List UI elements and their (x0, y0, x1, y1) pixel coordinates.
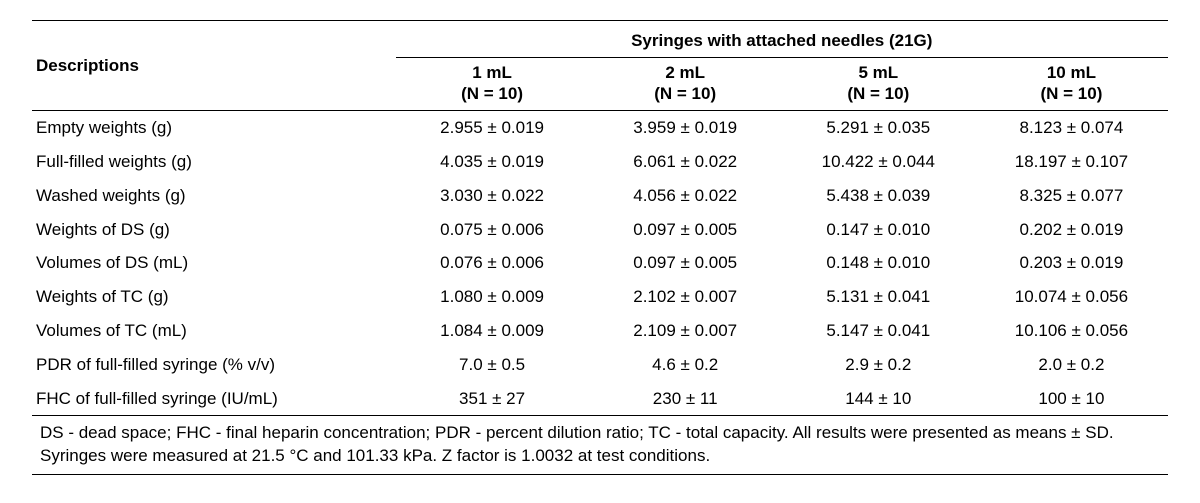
footnote: DS - dead space; FHC - final heparin con… (32, 416, 1168, 475)
value-cell: 2.102 ± 0.007 (589, 280, 782, 314)
value-cell: 5.291 ± 0.035 (782, 111, 975, 145)
syringe-table: Descriptions Syringes with attached need… (32, 20, 1168, 475)
descriptions-header: Descriptions (32, 21, 396, 111)
value-cell: 0.148 ± 0.010 (782, 246, 975, 280)
value-cell: 5.147 ± 0.041 (782, 314, 975, 348)
col-header-10ml: 10 mL (N = 10) (975, 57, 1168, 111)
value-cell: 0.097 ± 0.005 (589, 213, 782, 247)
table-row: Weights of TC (g)1.080 ± 0.0092.102 ± 0.… (32, 280, 1168, 314)
col-n: (N = 10) (1040, 84, 1102, 103)
row-description: Empty weights (g) (32, 111, 396, 145)
value-cell: 10.422 ± 0.044 (782, 145, 975, 179)
value-cell: 3.030 ± 0.022 (396, 179, 589, 213)
col-header-1ml: 1 mL (N = 10) (396, 57, 589, 111)
value-cell: 8.123 ± 0.074 (975, 111, 1168, 145)
value-cell: 3.959 ± 0.019 (589, 111, 782, 145)
row-description: Full-filled weights (g) (32, 145, 396, 179)
value-cell: 2.9 ± 0.2 (782, 348, 975, 382)
table-row: Full-filled weights (g)4.035 ± 0.0196.06… (32, 145, 1168, 179)
value-cell: 144 ± 10 (782, 382, 975, 416)
row-description: FHC of full-filled syringe (IU/mL) (32, 382, 396, 416)
value-cell: 0.147 ± 0.010 (782, 213, 975, 247)
value-cell: 0.097 ± 0.005 (589, 246, 782, 280)
table-header: Descriptions Syringes with attached need… (32, 21, 1168, 111)
table-row: Washed weights (g)3.030 ± 0.0224.056 ± 0… (32, 179, 1168, 213)
row-description: Weights of TC (g) (32, 280, 396, 314)
value-cell: 4.6 ± 0.2 (589, 348, 782, 382)
value-cell: 2.109 ± 0.007 (589, 314, 782, 348)
value-cell: 0.075 ± 0.006 (396, 213, 589, 247)
value-cell: 2.0 ± 0.2 (975, 348, 1168, 382)
value-cell: 5.131 ± 0.041 (782, 280, 975, 314)
value-cell: 18.197 ± 0.107 (975, 145, 1168, 179)
value-cell: 10.074 ± 0.056 (975, 280, 1168, 314)
group-header: Syringes with attached needles (21G) (396, 21, 1168, 58)
value-cell: 1.084 ± 0.009 (396, 314, 589, 348)
value-cell: 1.080 ± 0.009 (396, 280, 589, 314)
value-cell: 0.076 ± 0.006 (396, 246, 589, 280)
value-cell: 10.106 ± 0.056 (975, 314, 1168, 348)
col-size: 1 mL (472, 63, 512, 82)
col-header-2ml: 2 mL (N = 10) (589, 57, 782, 111)
col-header-5ml: 5 mL (N = 10) (782, 57, 975, 111)
row-description: Volumes of TC (mL) (32, 314, 396, 348)
table-row: Volumes of TC (mL)1.084 ± 0.0092.109 ± 0… (32, 314, 1168, 348)
table-row: FHC of full-filled syringe (IU/mL)351 ± … (32, 382, 1168, 416)
value-cell: 351 ± 27 (396, 382, 589, 416)
table-row: PDR of full-filled syringe (% v/v)7.0 ± … (32, 348, 1168, 382)
value-cell: 0.202 ± 0.019 (975, 213, 1168, 247)
row-description: Washed weights (g) (32, 179, 396, 213)
col-size: 2 mL (665, 63, 705, 82)
col-size: 5 mL (858, 63, 898, 82)
col-n: (N = 10) (461, 84, 523, 103)
value-cell: 7.0 ± 0.5 (396, 348, 589, 382)
table-row: Weights of DS (g)0.075 ± 0.0060.097 ± 0.… (32, 213, 1168, 247)
table-row: Volumes of DS (mL)0.076 ± 0.0060.097 ± 0… (32, 246, 1168, 280)
value-cell: 5.438 ± 0.039 (782, 179, 975, 213)
col-size: 10 mL (1047, 63, 1096, 82)
row-description: Volumes of DS (mL) (32, 246, 396, 280)
table-row: Empty weights (g)2.955 ± 0.0193.959 ± 0.… (32, 111, 1168, 145)
value-cell: 8.325 ± 0.077 (975, 179, 1168, 213)
col-n: (N = 10) (654, 84, 716, 103)
value-cell: 100 ± 10 (975, 382, 1168, 416)
col-n: (N = 10) (847, 84, 909, 103)
value-cell: 0.203 ± 0.019 (975, 246, 1168, 280)
value-cell: 2.955 ± 0.019 (396, 111, 589, 145)
value-cell: 4.035 ± 0.019 (396, 145, 589, 179)
value-cell: 4.056 ± 0.022 (589, 179, 782, 213)
row-description: PDR of full-filled syringe (% v/v) (32, 348, 396, 382)
row-description: Weights of DS (g) (32, 213, 396, 247)
value-cell: 6.061 ± 0.022 (589, 145, 782, 179)
table-body: Empty weights (g)2.955 ± 0.0193.959 ± 0.… (32, 111, 1168, 416)
value-cell: 230 ± 11 (589, 382, 782, 416)
